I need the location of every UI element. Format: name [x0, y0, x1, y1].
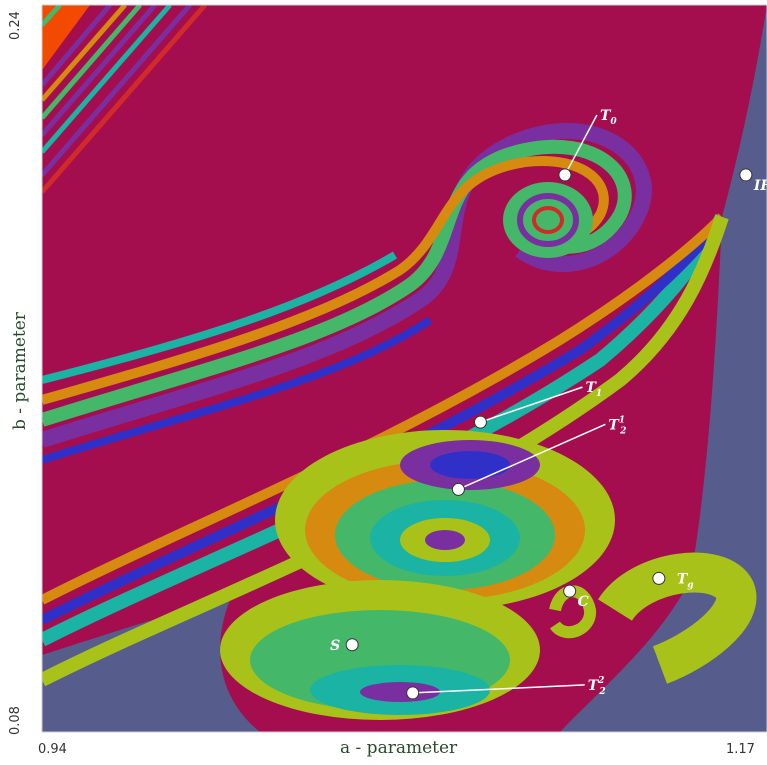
- right-blue-region: [560, 5, 767, 732]
- leader-line: [458, 423, 606, 491]
- point-label-5: C: [578, 594, 589, 610]
- point-marker-2: [473, 415, 487, 429]
- x-tick-label-right: 1.17: [726, 742, 755, 757]
- point-label-3: T1 2: [608, 415, 626, 436]
- point-marker-1: [739, 168, 753, 182]
- point-label-6: S: [330, 638, 340, 654]
- point-marker-6: [345, 638, 359, 652]
- point-marker-7: [406, 686, 420, 700]
- lower-spiral: [220, 430, 757, 720]
- upper-spiral: [42, 122, 652, 464]
- point-marker-4: [652, 571, 666, 585]
- point-marker-0: [558, 168, 572, 182]
- point-label-7: T2 2: [588, 676, 606, 697]
- leader-line: [564, 114, 598, 176]
- x-tick-label-left: 0.94: [38, 742, 67, 757]
- plot-border: [41, 4, 767, 733]
- point-label-1: IF2: [753, 178, 767, 197]
- x-axis-label: a - parameter: [340, 738, 458, 758]
- leader-line: [412, 684, 585, 694]
- top-left-orange-region: [42, 5, 90, 70]
- point-label-4: Tg: [677, 571, 694, 590]
- leader-line: [480, 386, 583, 423]
- point-marker-3: [451, 482, 465, 496]
- basin-regions: [42, 5, 767, 732]
- y-tick-label-bottom: 0.08: [8, 706, 23, 735]
- point-markers: T0 IF2 T1 T12 Tg C S T22: [330, 108, 767, 700]
- y-axis-label: b - parameter: [10, 312, 30, 430]
- y-tick-label-top: 0.24: [8, 11, 23, 40]
- point-label-0: T0: [600, 108, 617, 127]
- lower-blue-region: [42, 600, 260, 732]
- point-label-2: T1: [585, 380, 602, 399]
- point-marker-5: [563, 584, 577, 598]
- top-left-stripes: [42, 5, 207, 194]
